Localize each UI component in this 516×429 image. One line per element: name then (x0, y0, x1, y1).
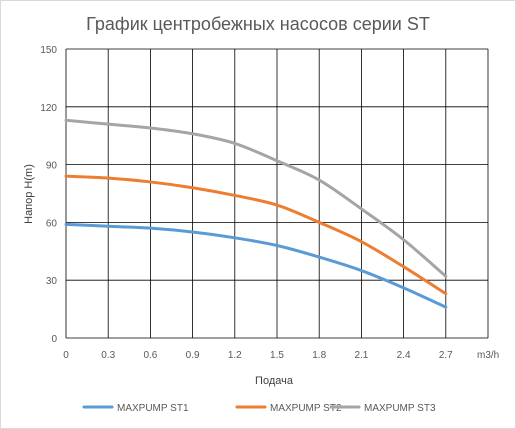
data-point-maxpump-st2 (360, 240, 362, 242)
chart-legend: MAXPUMP ST1 MAXPUMP ST2 MAXPUMP ST3 (82, 403, 436, 414)
data-point-maxpump-st2 (107, 177, 109, 179)
data-point-maxpump-st1 (360, 269, 362, 271)
data-point-maxpump-st1 (65, 223, 67, 225)
legend-label-maxpump-st3: MAXPUMP ST3 (364, 403, 436, 414)
x-tick-label: 1.2 (228, 350, 242, 361)
data-point-maxpump-st1 (149, 227, 151, 229)
chart-title: График центробежных насосов серии ST (86, 14, 430, 34)
data-point-maxpump-st2 (445, 292, 447, 294)
x-axis-title: Подача (255, 375, 294, 387)
series-layer (64, 118, 448, 309)
data-point-maxpump-st3 (191, 133, 193, 135)
x-tick-label: 0 (63, 350, 69, 361)
data-point-maxpump-st1 (402, 287, 404, 289)
x-tick-label: 2.7 (439, 350, 453, 361)
data-point-maxpump-st2 (191, 187, 193, 189)
x-unit-label: m3/h (477, 350, 499, 361)
data-point-maxpump-st2 (234, 194, 236, 196)
y-axis-ticks: 0 30 60 90 120 150 (40, 45, 57, 345)
plot-grid (65, 48, 489, 339)
legend-label-maxpump-st1: MAXPUMP ST1 (117, 403, 189, 414)
data-point-maxpump-st2 (402, 266, 404, 268)
data-point-maxpump-st1 (445, 306, 447, 308)
data-point-maxpump-st3 (402, 239, 404, 241)
data-point-maxpump-st3 (107, 123, 109, 125)
data-point-maxpump-st3 (234, 142, 236, 144)
data-point-maxpump-st2 (276, 204, 278, 206)
data-point-maxpump-st3 (360, 208, 362, 210)
x-tick-label: 1.8 (312, 350, 326, 361)
y-axis-title: Напор H(m) (23, 164, 35, 224)
y-tick-label: 60 (46, 218, 58, 229)
y-tick-label: 0 (51, 334, 57, 345)
data-point-maxpump-st1 (276, 244, 278, 246)
x-tick-label: 0.3 (101, 350, 115, 361)
data-point-maxpump-st3 (276, 160, 278, 162)
x-tick-label: 2.4 (397, 350, 411, 361)
data-point-maxpump-st3 (318, 179, 320, 181)
x-tick-label: 1.5 (270, 350, 284, 361)
data-point-maxpump-st3 (65, 119, 67, 121)
data-point-maxpump-st1 (234, 237, 236, 239)
legend-label-maxpump-st2: MAXPUMP ST2 (270, 403, 342, 414)
data-point-maxpump-st2 (318, 221, 320, 223)
data-point-maxpump-st2 (149, 181, 151, 183)
x-axis-ticks: 0 0.3 0.6 0.9 1.2 1.5 1.8 2.1 2.4 2.7 (63, 350, 453, 361)
data-point-maxpump-st3 (149, 127, 151, 129)
x-tick-label: 0.9 (186, 350, 200, 361)
y-tick-label: 150 (40, 45, 57, 56)
data-point-maxpump-st1 (107, 225, 109, 227)
y-tick-label: 30 (46, 276, 58, 287)
series-line-maxpump-st2 (64, 174, 448, 296)
data-point-maxpump-st1 (191, 231, 193, 233)
data-point-maxpump-st1 (318, 256, 320, 258)
x-tick-label: 2.1 (354, 350, 368, 361)
series-line-maxpump-st1 (64, 222, 448, 309)
y-tick-label: 90 (46, 161, 58, 172)
data-point-maxpump-st2 (65, 175, 67, 177)
x-tick-label: 0.6 (143, 350, 157, 361)
data-point-maxpump-st3 (445, 275, 447, 277)
y-tick-label: 120 (40, 103, 57, 114)
series-line-maxpump-st3 (64, 118, 448, 278)
